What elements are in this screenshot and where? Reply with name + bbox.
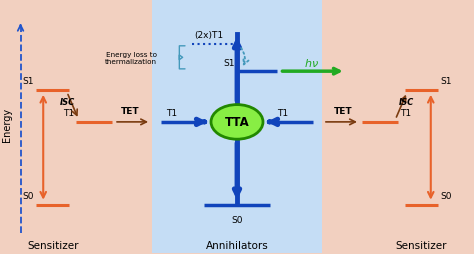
Text: S1: S1	[440, 77, 452, 86]
Text: Energy: Energy	[2, 108, 12, 142]
Text: T1: T1	[166, 109, 177, 118]
Text: TTA: TTA	[225, 116, 249, 129]
Text: Energy loss to
thermalization: Energy loss to thermalization	[105, 51, 156, 65]
Text: S1: S1	[223, 59, 235, 68]
Text: Sensitizer: Sensitizer	[396, 240, 447, 250]
Text: T1: T1	[63, 109, 74, 118]
Text: ISC: ISC	[399, 97, 414, 106]
Text: S1: S1	[22, 77, 34, 86]
Text: $h\nu$: $h\nu$	[304, 56, 319, 68]
Ellipse shape	[211, 105, 263, 140]
Text: Annihilators: Annihilators	[206, 240, 268, 250]
Text: (2x)T1: (2x)T1	[194, 31, 223, 40]
Text: T1: T1	[400, 109, 411, 118]
Text: S0: S0	[231, 215, 243, 224]
Text: S0: S0	[22, 192, 34, 200]
Text: TET: TET	[334, 106, 353, 116]
Text: Sensitizer: Sensitizer	[27, 240, 78, 250]
Text: TET: TET	[121, 106, 140, 116]
Text: ISC: ISC	[60, 97, 75, 106]
Text: T1: T1	[277, 109, 288, 118]
Text: S0: S0	[440, 192, 452, 200]
Bar	[152, 1, 322, 253]
